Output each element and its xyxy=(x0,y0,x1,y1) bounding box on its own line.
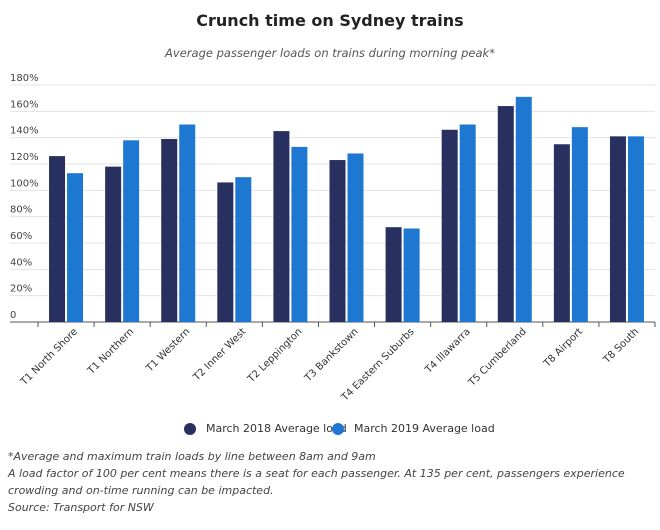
bar-2018 xyxy=(329,160,346,322)
y-tick-label: 160% xyxy=(10,99,39,110)
bar-2019 xyxy=(179,124,196,322)
x-tick-label: T3 Bankstown xyxy=(302,326,360,384)
bar-2018 xyxy=(385,227,402,322)
bar-2019 xyxy=(459,124,476,322)
footnote-load-factor: A load factor of 100 per cent means ther… xyxy=(8,467,625,497)
bar-2019 xyxy=(347,153,364,322)
bar-2019 xyxy=(403,228,420,322)
bar-2019 xyxy=(67,173,84,322)
y-tick-label: 100% xyxy=(10,178,39,189)
bar-2019 xyxy=(515,96,532,322)
y-tick-label: 180% xyxy=(10,73,39,84)
y-tick-label: 60% xyxy=(10,231,32,242)
x-tick-label: T2 Inner West xyxy=(191,326,249,384)
bar-2018 xyxy=(105,166,122,322)
legend-label-2018: March 2018 Average load xyxy=(206,422,347,435)
bar-2018 xyxy=(609,136,626,322)
legend-label-2019: March 2019 Average load xyxy=(354,422,495,435)
bar-2018 xyxy=(273,131,290,322)
legend-swatch-2018 xyxy=(184,422,196,435)
y-tick-label: 0 xyxy=(10,310,16,321)
bar-2018 xyxy=(497,106,514,322)
bar-2019 xyxy=(235,177,252,322)
bar-2018 xyxy=(161,138,178,322)
bar-2019 xyxy=(123,140,140,322)
bar-2019 xyxy=(627,136,644,322)
legend-swatch-2019 xyxy=(332,422,344,435)
x-tick-label: T2 Leppington xyxy=(245,326,304,385)
bar-2019 xyxy=(571,127,588,322)
bar-2018 xyxy=(553,144,570,322)
legend: March 2018 Average load March 2019 Avera… xyxy=(0,422,660,442)
bar-2018 xyxy=(217,182,234,322)
chart-title: Crunch time on Sydney trains xyxy=(196,11,464,30)
legend-item-2018: March 2018 Average load xyxy=(184,422,347,435)
x-tick-label: T8 South xyxy=(601,326,641,366)
source-note: Source: Transport for NSW xyxy=(8,501,154,514)
bar-2018 xyxy=(49,156,66,322)
x-tick-label: T1 Western xyxy=(144,326,193,375)
x-tick-label: T4 Illawarra xyxy=(423,326,473,376)
y-tick-label: 40% xyxy=(10,257,32,268)
y-tick-label: 120% xyxy=(10,152,39,163)
bar-2019 xyxy=(291,146,308,322)
x-tick-label: T5 Cumberland xyxy=(466,326,529,389)
y-tick-label: 140% xyxy=(10,126,39,137)
x-tick-label: T1 North Shore xyxy=(18,326,80,388)
x-tick-label: T1 Northern xyxy=(85,326,136,377)
legend-item-2019: March 2019 Average load xyxy=(332,422,495,435)
footnotes: *Average and maximum train loads by line… xyxy=(8,448,648,516)
bar-2018 xyxy=(441,129,458,322)
footnote-asterisk: *Average and maximum train loads by line… xyxy=(8,450,376,463)
y-tick-label: 20% xyxy=(10,284,32,295)
x-tick-label: T8 Airport xyxy=(541,326,585,370)
chart-subtitle: Average passenger loads on trains during… xyxy=(165,46,495,60)
bar-chart: 0 20% 40% 60% 80% 100% 120% 140% 160% 180% T1 Nort… xyxy=(10,73,656,404)
y-tick-label: 80% xyxy=(10,205,32,216)
